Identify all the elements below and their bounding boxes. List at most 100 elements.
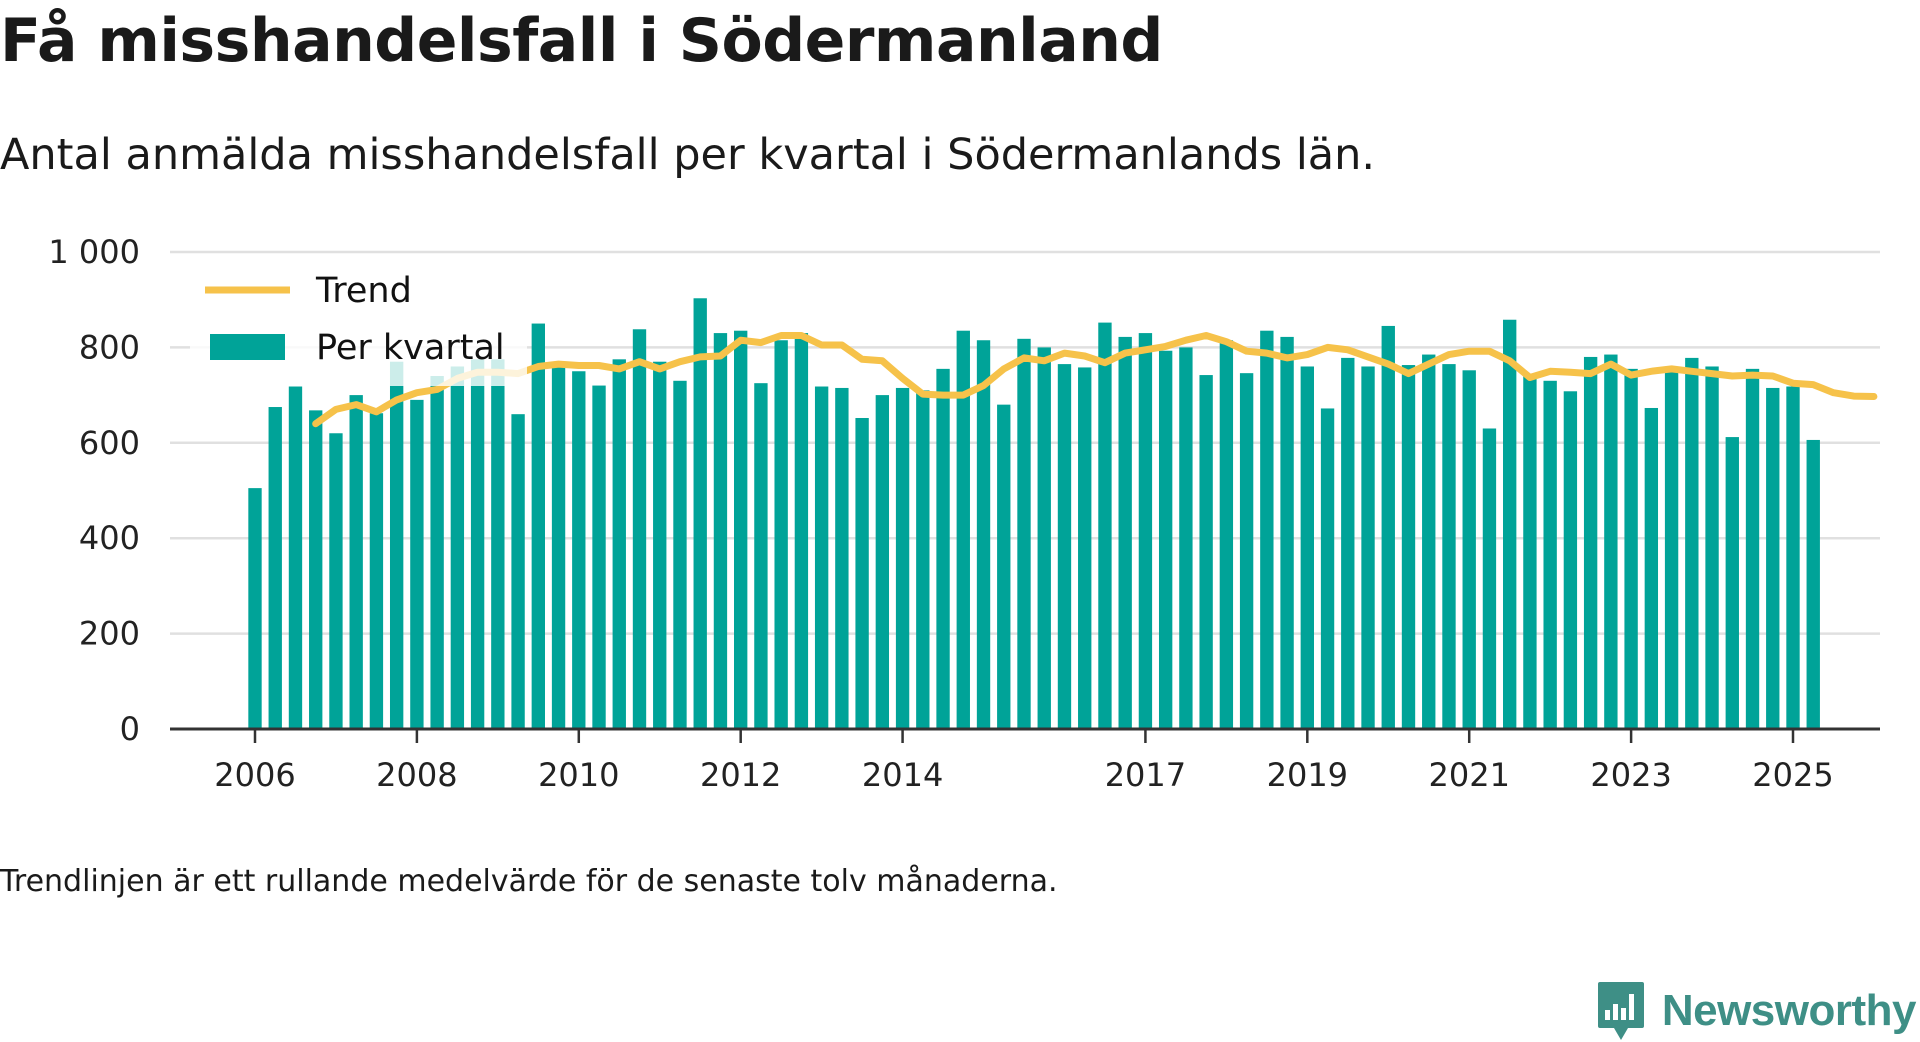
bar <box>774 340 788 729</box>
legend-trend-label: Trend <box>315 271 412 311</box>
bar <box>1219 340 1234 729</box>
bar <box>268 407 282 729</box>
bar <box>1462 370 1476 729</box>
bar <box>1280 336 1294 729</box>
bar <box>491 359 505 729</box>
bar <box>1644 407 1659 729</box>
bar <box>1300 366 1314 729</box>
bar <box>1583 356 1598 729</box>
bar <box>572 371 586 729</box>
bar <box>1118 336 1132 729</box>
bar <box>1543 380 1557 729</box>
bar <box>734 330 748 729</box>
y-tick-label: 0 <box>120 710 140 748</box>
x-tick-label: 2006 <box>214 756 295 794</box>
bar <box>1705 366 1719 729</box>
bar <box>855 417 869 729</box>
bar <box>1422 354 1436 729</box>
bar <box>1503 319 1517 729</box>
bar <box>1442 364 1456 729</box>
bar <box>511 414 525 729</box>
bar <box>1098 322 1112 729</box>
trend-line <box>312 332 1878 428</box>
y-tick-label: 400 <box>79 519 140 557</box>
bar <box>369 413 384 729</box>
x-tick-label: 2017 <box>1105 756 1186 794</box>
legend-bar-swatch <box>210 334 285 360</box>
x-axis: 2006 2008 2010 2012 2014 2017 2019 2021 2023 2025 <box>170 727 1880 794</box>
x-tick-label: 2021 <box>1428 756 1509 794</box>
bar <box>1725 437 1739 729</box>
bar <box>1199 375 1213 729</box>
y-axis-ticks: 0 200 400 600 800 1 000 <box>48 233 140 748</box>
y-tick-label: 800 <box>79 328 140 366</box>
bar <box>1017 338 1031 729</box>
bar <box>1037 347 1051 729</box>
bar <box>1482 428 1497 729</box>
bar <box>1685 357 1699 729</box>
bar <box>309 410 323 729</box>
legend: Trend Per kvartal <box>190 254 527 386</box>
chart-title: Få misshandelsfall i Södermanland <box>0 6 1163 76</box>
bar <box>1664 366 1679 729</box>
bar <box>895 387 910 729</box>
x-tick-label: 2023 <box>1590 756 1671 794</box>
bar <box>288 386 303 729</box>
bar <box>1401 365 1416 729</box>
bar <box>1563 391 1578 729</box>
bar <box>531 323 545 729</box>
bar <box>1381 325 1395 729</box>
bar <box>430 376 444 729</box>
bar <box>410 399 424 729</box>
bar <box>1786 386 1800 729</box>
bar <box>1138 333 1153 729</box>
bar <box>551 364 566 729</box>
bar <box>693 298 707 729</box>
bar <box>794 333 809 729</box>
x-tick-label: 2019 <box>1267 756 1348 794</box>
y-tick-label: 600 <box>79 424 140 462</box>
footnote: Trendlinjen är ett rullande medelvärde f… <box>0 864 1058 899</box>
bar <box>1260 330 1274 729</box>
bar <box>329 433 343 729</box>
bar <box>976 340 991 729</box>
bar <box>673 380 687 729</box>
legend-bar-label: Per kvartal <box>316 328 505 368</box>
bar <box>956 330 970 729</box>
bar <box>1766 387 1780 729</box>
newsworthy-icon <box>1597 982 1644 1040</box>
bar <box>1341 357 1355 729</box>
y-tick-label: 1 000 <box>48 233 140 271</box>
bar <box>1745 368 1760 729</box>
bar <box>1806 439 1820 729</box>
bar <box>389 361 404 729</box>
brand-logo: Newsworthy <box>1596 980 1917 1042</box>
x-tick-label: 2008 <box>376 756 457 794</box>
bar <box>450 366 465 729</box>
bar <box>248 488 262 729</box>
bar <box>713 333 728 729</box>
x-tick-label: 2010 <box>538 756 619 794</box>
bar <box>1604 354 1618 729</box>
bar <box>754 383 768 729</box>
bar <box>875 395 890 729</box>
bar <box>1239 373 1254 729</box>
bar <box>1158 350 1173 729</box>
chart-subtitle: Antal anmälda misshandelsfall per kvarta… <box>0 130 1376 180</box>
bar <box>653 361 667 729</box>
x-tick-label: 2012 <box>700 756 781 794</box>
bar <box>1361 366 1375 729</box>
bar <box>612 359 626 729</box>
bar <box>916 390 930 729</box>
bar <box>1624 368 1638 729</box>
brand-name: Newsworthy <box>1661 986 1917 1035</box>
bar <box>936 368 950 729</box>
bar <box>592 385 606 729</box>
bar <box>1078 367 1092 729</box>
bar <box>835 387 849 729</box>
bar <box>632 329 647 729</box>
bar <box>1179 347 1193 729</box>
bar <box>1523 376 1537 729</box>
bar <box>997 404 1011 729</box>
